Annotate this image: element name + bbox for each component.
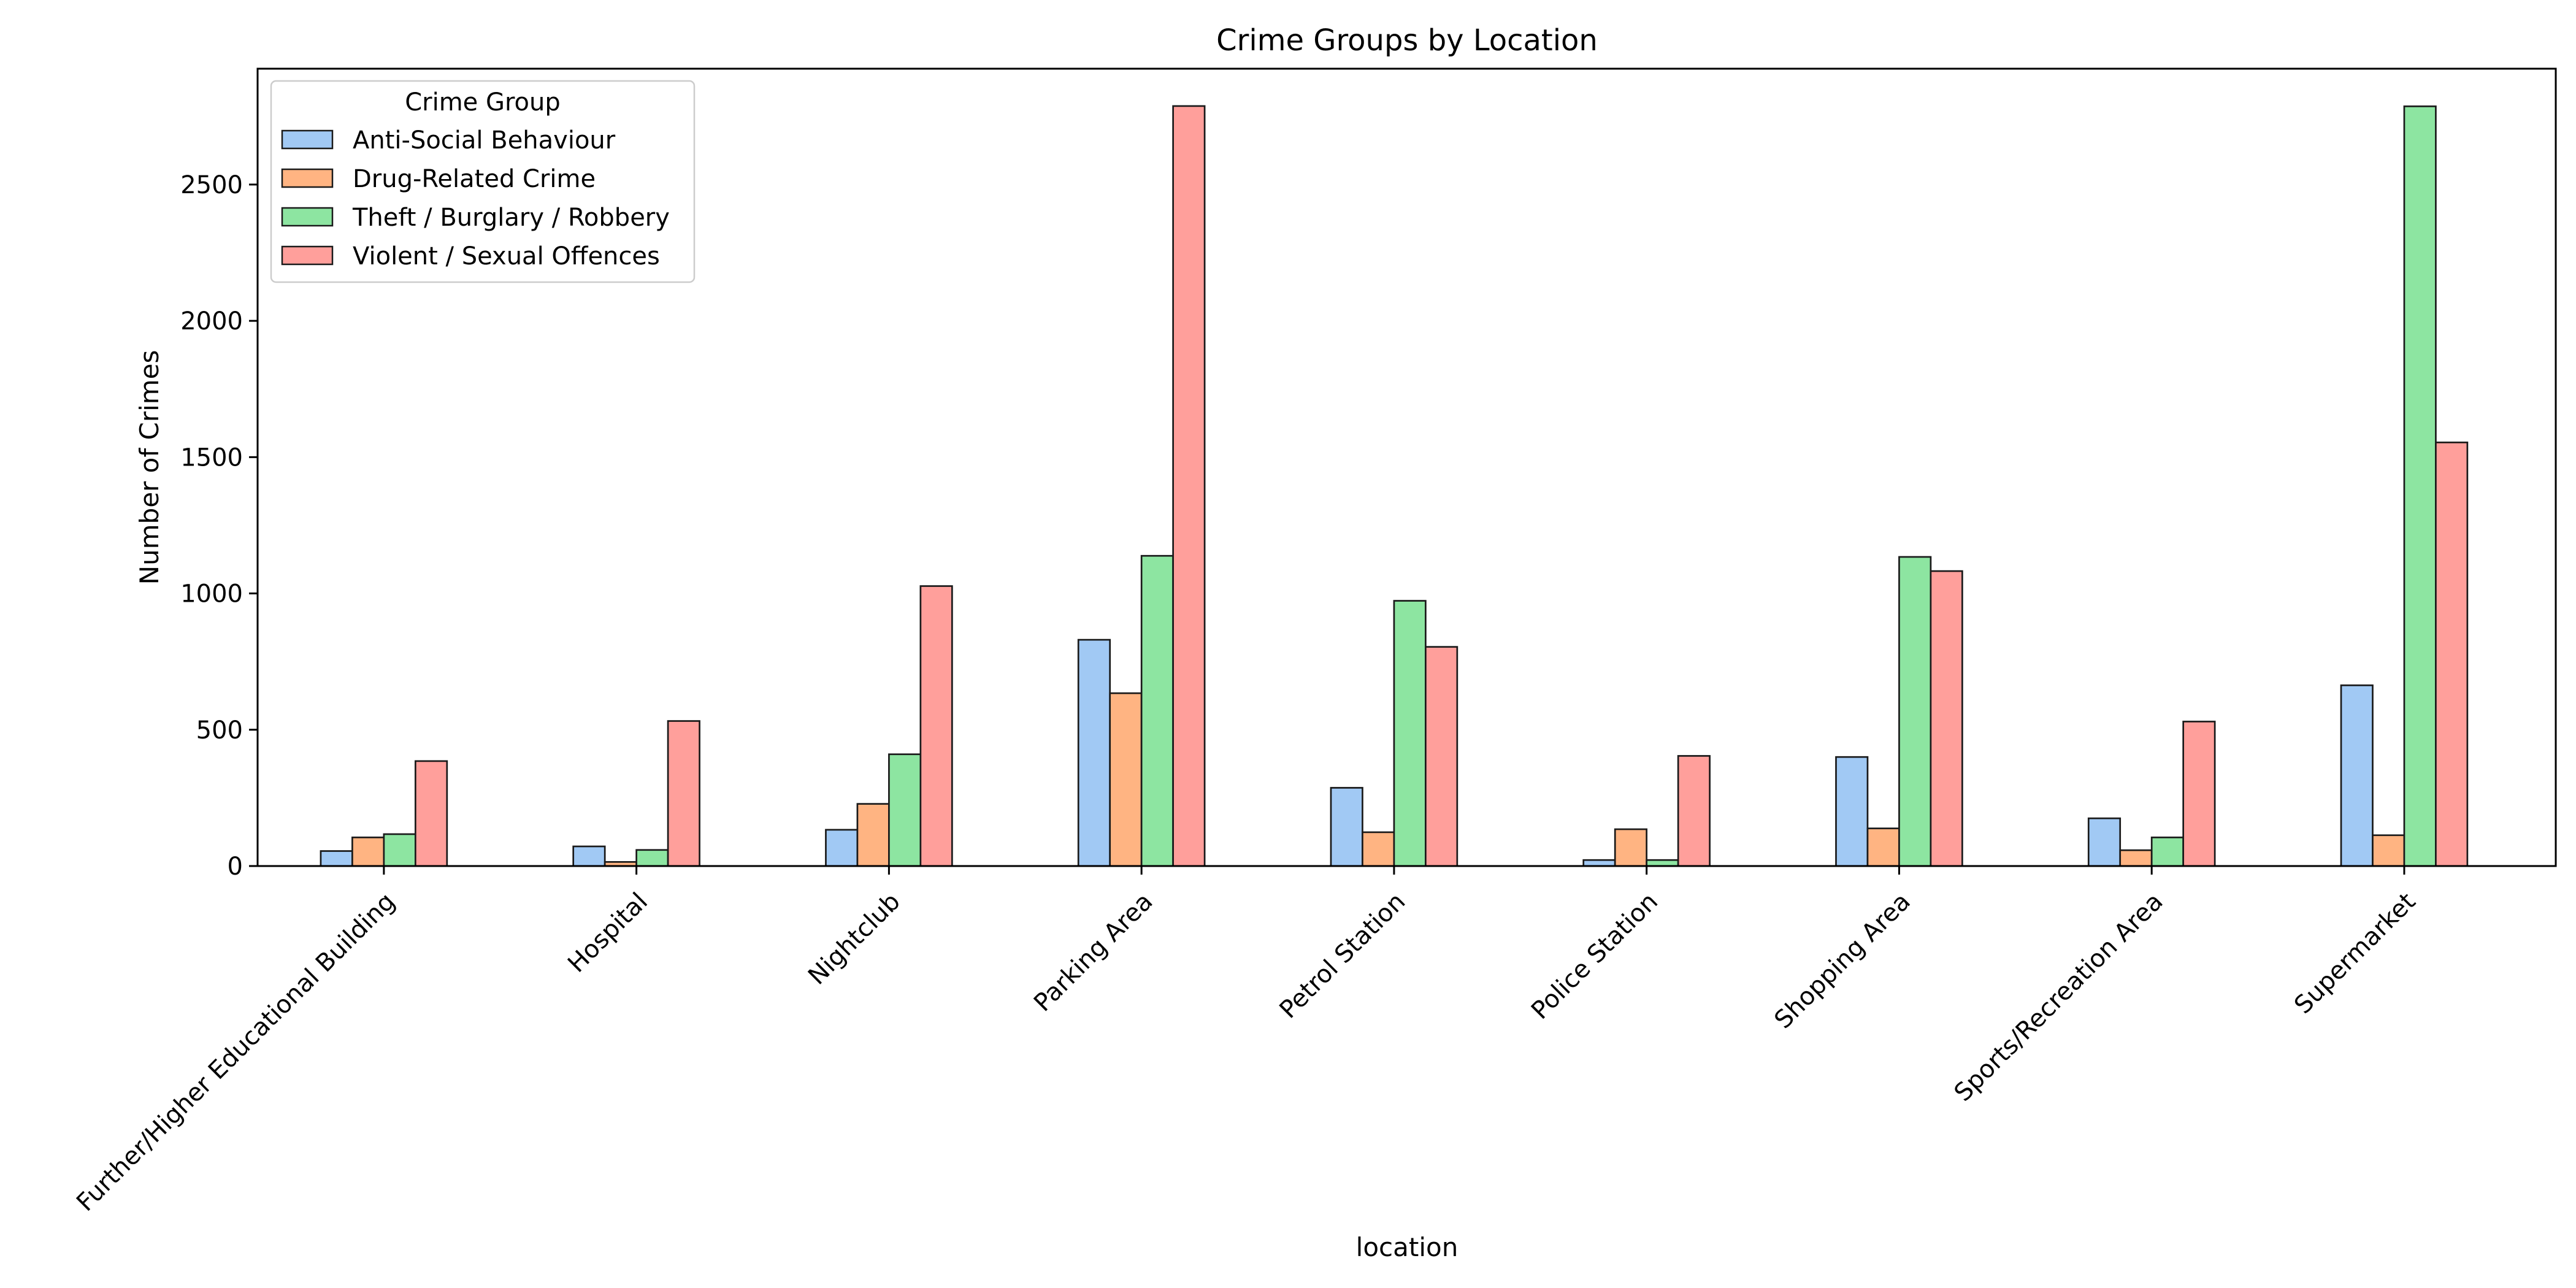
bar bbox=[1614, 828, 1648, 867]
x-tick-label: Shopping Area bbox=[1769, 887, 1915, 1034]
y-tick-label: 2000 bbox=[180, 307, 243, 335]
x-axis: Further/Higher Educational Building Hospi… bbox=[71, 866, 2421, 1217]
x-axis-label: location bbox=[1356, 1232, 1459, 1262]
bar bbox=[856, 803, 890, 867]
x-tick-label: Police Station bbox=[1526, 887, 1663, 1025]
bar bbox=[667, 720, 700, 867]
legend-swatch bbox=[281, 245, 334, 266]
bar bbox=[1835, 756, 1869, 867]
x-tick-label: Nightclub bbox=[803, 887, 906, 991]
x-tick-label: Petrol Station bbox=[1275, 887, 1411, 1024]
legend: Crime Group Anti-Social Behaviour Drug-Re… bbox=[270, 80, 696, 283]
chart-title: Crime Groups by Location bbox=[1216, 23, 1598, 58]
bar bbox=[2403, 105, 2437, 867]
y-axis-label: Number of Crimes bbox=[134, 350, 164, 585]
bar bbox=[2372, 834, 2405, 867]
bar bbox=[383, 833, 416, 867]
bar bbox=[1677, 755, 1711, 867]
legend-label: Drug-Related Crime bbox=[353, 165, 596, 193]
bar bbox=[320, 850, 353, 867]
bar bbox=[2150, 836, 2185, 867]
bar bbox=[1866, 827, 1900, 867]
x-tick-label: Supermarket bbox=[2289, 887, 2421, 1019]
bar bbox=[919, 585, 953, 867]
y-tick-label: 1500 bbox=[180, 443, 243, 472]
bar bbox=[351, 836, 385, 867]
bar bbox=[1140, 554, 1174, 867]
y-tick-label: 0 bbox=[228, 853, 243, 881]
bar bbox=[2340, 684, 2374, 867]
legend-title: Crime Group bbox=[405, 88, 561, 117]
bar bbox=[1172, 105, 1206, 867]
bar bbox=[572, 845, 606, 867]
legend-items: Anti-Social Behaviour Drug-Related Crime T… bbox=[281, 126, 670, 270]
bar bbox=[635, 849, 669, 867]
bar bbox=[2087, 817, 2122, 867]
y-tick-label: 2500 bbox=[180, 171, 243, 199]
y-tick-label: 1000 bbox=[180, 580, 243, 608]
bar bbox=[1362, 831, 1395, 867]
bar bbox=[1425, 646, 1459, 867]
bar bbox=[1077, 638, 1111, 867]
bar bbox=[1109, 692, 1143, 867]
bars-group bbox=[320, 105, 2469, 867]
x-tick-label: Further/Higher Educational Building bbox=[71, 887, 401, 1217]
legend-swatch bbox=[281, 207, 334, 227]
bar bbox=[414, 760, 448, 867]
bar bbox=[1393, 600, 1427, 867]
legend-frame bbox=[270, 80, 696, 283]
plot-frame bbox=[256, 67, 2557, 867]
legend-label: Violent / Sexual Offences bbox=[353, 242, 660, 270]
x-tick-label: Sports/Recreation Area bbox=[1949, 887, 2169, 1107]
bar bbox=[2435, 441, 2469, 867]
legend-swatch bbox=[281, 129, 334, 150]
bar bbox=[1330, 787, 1363, 867]
y-tick-label: 500 bbox=[196, 716, 243, 745]
bar bbox=[1930, 570, 1963, 867]
bar bbox=[888, 753, 922, 867]
y-axis: 0 500 1000 1500 2000 2500 bbox=[180, 171, 258, 881]
bar bbox=[2119, 849, 2153, 867]
x-tick-label: Hospital bbox=[562, 887, 653, 978]
legend-swatch bbox=[281, 168, 334, 188]
bar bbox=[2182, 721, 2216, 867]
legend-label: Theft / Burglary / Robbery bbox=[352, 204, 670, 232]
x-tick-label: Parking Area bbox=[1029, 887, 1158, 1017]
bar bbox=[825, 829, 859, 867]
legend-label: Anti-Social Behaviour bbox=[353, 126, 616, 155]
bar bbox=[1898, 556, 1932, 867]
